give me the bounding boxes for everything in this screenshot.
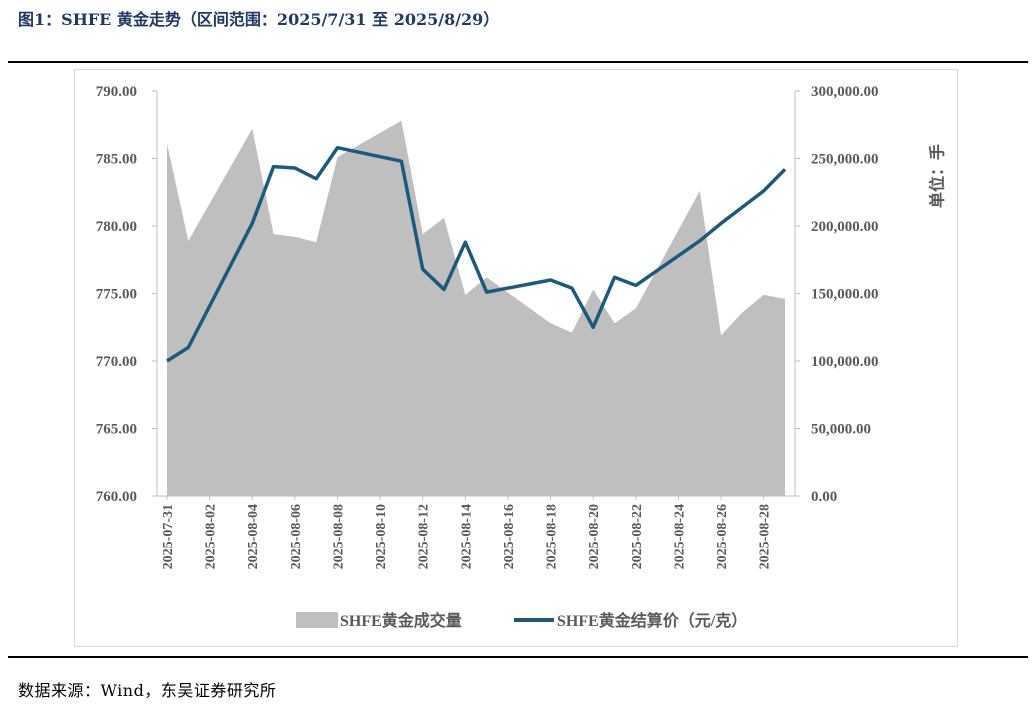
right-tick-label: 300,000.00 [811,84,879,100]
x-tick-label: 2025-08-18 [545,504,560,569]
x-tick-label: 2025-08-06 [289,504,304,569]
right-tick-label: 150,000.00 [811,287,879,303]
price-line [166,145,787,363]
left-axis-ticks: 760.00 765.00 770.00 775.00 780.00 785.00 790.… [96,84,157,505]
x-tick-label: 2025-08-12 [417,504,432,569]
x-tick-label: 2025-08-24 [672,504,687,569]
volume-area [167,120,785,496]
x-tick-label: 2025-08-04 [246,504,261,569]
right-tick-label: 100,000.00 [811,354,879,370]
left-tick-label: 780.00 [96,219,137,235]
top-rule [8,61,1028,63]
right-axis-ticks: 0.00 50,000.00 100,000.00 150,000.00 200,000… [795,84,879,505]
left-tick-label: 775.00 [96,287,137,303]
bottom-rule [8,656,1028,658]
figure-title: 图1：SHFE 黄金走势（区间范围：2025/7/31 至 2025/8/29） [18,10,500,29]
volume-area-layer [167,120,785,496]
x-tick-label: 2025-08-10 [374,504,389,569]
left-tick-label: 790.00 [96,84,137,100]
left-tick-label: 770.00 [96,354,137,370]
left-tick-label: 760.00 [96,489,137,505]
x-tick-label: 2025-07-31 [161,504,176,569]
x-tick-label: 2025-08-20 [587,504,602,569]
right-tick-label: 50,000.00 [811,422,871,438]
right-tick-label: 0.00 [811,489,837,505]
right-tick-label: 250,000.00 [811,152,879,168]
legend: SHFE黄金成交量 SHFE黄金结算价（元/克） [296,611,747,630]
x-tick-label: 2025-08-14 [459,504,474,569]
right-axis-unit-label: 单位：手 [928,144,947,208]
x-tick-label: 2025-08-02 [204,504,219,569]
x-tick-label: 2025-08-08 [331,504,346,569]
legend-label-price: SHFE黄金结算价（元/克） [557,611,747,630]
x-axis-ticks: 2025-07-31 2025-08-02 2025-08-04 2025-08-06… [161,496,773,569]
left-tick-label: 765.00 [96,422,137,438]
legend-label-volume: SHFE黄金成交量 [340,611,462,630]
legend-swatch-volume [296,612,338,628]
right-tick-label: 200,000.00 [811,219,879,235]
price-line-layer [166,145,787,363]
source-note: 数据来源：Wind，东吴证券研究所 [18,681,277,700]
x-tick-label: 2025-08-16 [502,504,517,569]
x-tick-label: 2025-08-26 [715,504,730,569]
x-tick-label: 2025-08-28 [758,504,773,569]
left-tick-label: 785.00 [96,152,137,168]
x-tick-label: 2025-08-22 [630,504,645,569]
